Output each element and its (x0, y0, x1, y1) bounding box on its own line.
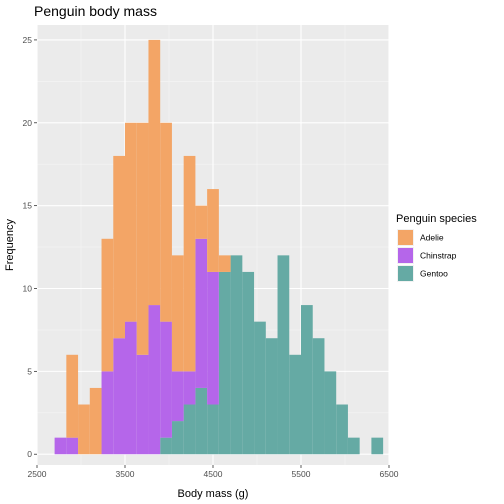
bar-adelie (195, 205, 208, 239)
bar-gentoo (277, 255, 290, 455)
bar-adelie (148, 39, 161, 306)
bar-chinstrap (54, 437, 67, 455)
bar-gentoo (230, 255, 243, 455)
bar-chinstrap (160, 321, 172, 438)
bar-adelie (78, 404, 90, 455)
y-tick-label: 25 (23, 35, 33, 45)
series-gentoo (160, 255, 384, 455)
bar-chinstrap (183, 371, 196, 405)
bar-gentoo (324, 371, 337, 455)
series-adelie (66, 39, 231, 455)
bar-gentoo (218, 271, 231, 455)
bar-gentoo (195, 387, 208, 455)
bar-gentoo (265, 338, 278, 455)
bar-adelie (125, 122, 137, 322)
bar-chinstrap (195, 238, 208, 388)
bar-chinstrap (125, 321, 137, 455)
bar-gentoo (207, 404, 219, 455)
legend-key-gentoo (398, 266, 413, 281)
legend-key-chinstrap (398, 248, 413, 263)
bar-gentoo (336, 404, 348, 455)
bar-chinstrap (113, 338, 125, 455)
bar-gentoo (254, 321, 266, 455)
legend-key-adelie (398, 230, 413, 245)
bar-adelie (207, 189, 219, 272)
bar-gentoo (183, 404, 196, 455)
bar-chinstrap (207, 271, 219, 405)
legend-label-adelie: Adelie (420, 233, 444, 243)
bar-gentoo (242, 271, 255, 455)
y-tick-label: 0 (27, 449, 32, 459)
y-tick-label: 5 (27, 366, 32, 376)
legend-label-chinstrap: Chinstrap (420, 251, 457, 261)
bar-chinstrap (101, 371, 114, 455)
chart-title: Penguin body mass (34, 3, 157, 19)
bar-adelie (136, 122, 149, 355)
y-tick-label: 15 (23, 201, 33, 211)
x-tick-label: 4500 (204, 469, 223, 479)
legend: Penguin species Adelie Chinstrap Gentoo (396, 213, 477, 282)
x-tick-label: 6500 (380, 469, 399, 479)
bar-gentoo (160, 437, 172, 455)
bar-gentoo (301, 305, 313, 455)
x-tick-label: 3500 (116, 469, 135, 479)
bar-adelie (101, 238, 114, 372)
y-tick-label: 20 (23, 118, 33, 128)
bar-gentoo (289, 354, 301, 455)
bar-gentoo (371, 437, 384, 455)
y-tick-label: 10 (23, 284, 33, 294)
plot-area (36, 25, 390, 465)
bar-adelie (218, 255, 231, 272)
bar-adelie (183, 155, 196, 372)
bar-adelie (160, 122, 172, 322)
y-axis-title: Frequency (4, 219, 16, 271)
bar-adelie (66, 354, 79, 438)
bar-chinstrap (136, 354, 149, 455)
bar-chinstrap (66, 437, 79, 455)
bar-gentoo (171, 421, 184, 455)
x-tick-label: 5500 (292, 469, 311, 479)
bar-gentoo (312, 338, 325, 455)
bar-chinstrap (171, 371, 184, 422)
axes: 2500 3500 4500 5500 6500 0 5 10 15 20 25 (23, 35, 399, 479)
legend-title: Penguin species (396, 213, 477, 225)
x-tick-label: 2500 (28, 469, 47, 479)
bar-adelie (171, 255, 184, 372)
bar-gentoo (347, 437, 360, 455)
bar-adelie (89, 387, 102, 455)
series-chinstrap (54, 238, 219, 455)
bar-adelie (113, 155, 125, 339)
bar-chinstrap (148, 305, 161, 455)
x-axis-title: Body mass (g) (178, 488, 249, 500)
legend-label-gentoo: Gentoo (420, 269, 448, 279)
